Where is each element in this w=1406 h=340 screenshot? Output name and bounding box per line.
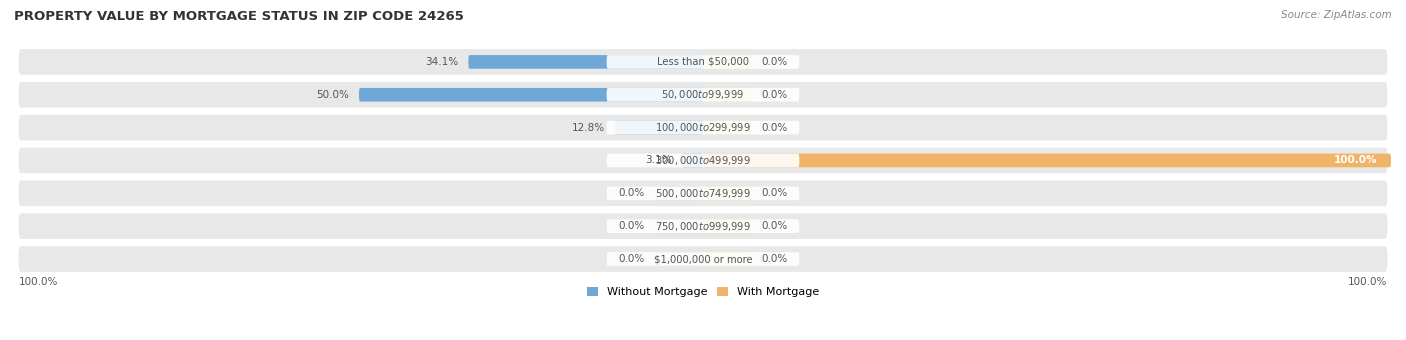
FancyBboxPatch shape bbox=[18, 246, 1388, 272]
FancyBboxPatch shape bbox=[18, 115, 1388, 140]
Text: 0.0%: 0.0% bbox=[762, 57, 787, 67]
Text: $1,000,000 or more: $1,000,000 or more bbox=[654, 254, 752, 264]
Text: 100.0%: 100.0% bbox=[1348, 277, 1388, 287]
Text: 3.1%: 3.1% bbox=[645, 155, 671, 166]
Text: 0.0%: 0.0% bbox=[619, 254, 644, 264]
Text: $500,000 to $749,999: $500,000 to $749,999 bbox=[655, 187, 751, 200]
FancyBboxPatch shape bbox=[606, 154, 800, 167]
FancyBboxPatch shape bbox=[606, 88, 800, 102]
Text: 100.0%: 100.0% bbox=[1334, 155, 1378, 166]
Text: 0.0%: 0.0% bbox=[619, 221, 644, 231]
FancyBboxPatch shape bbox=[18, 82, 1388, 107]
FancyBboxPatch shape bbox=[703, 187, 751, 200]
FancyBboxPatch shape bbox=[606, 187, 800, 200]
Text: 0.0%: 0.0% bbox=[762, 254, 787, 264]
FancyBboxPatch shape bbox=[468, 55, 703, 69]
Text: 0.0%: 0.0% bbox=[619, 188, 644, 198]
FancyBboxPatch shape bbox=[614, 121, 703, 134]
Text: $300,000 to $499,999: $300,000 to $499,999 bbox=[655, 154, 751, 167]
FancyBboxPatch shape bbox=[703, 88, 751, 102]
FancyBboxPatch shape bbox=[18, 181, 1388, 206]
FancyBboxPatch shape bbox=[703, 55, 751, 69]
Text: Less than $50,000: Less than $50,000 bbox=[657, 57, 749, 67]
FancyBboxPatch shape bbox=[18, 148, 1388, 173]
Text: 50.0%: 50.0% bbox=[316, 90, 349, 100]
FancyBboxPatch shape bbox=[606, 121, 800, 134]
FancyBboxPatch shape bbox=[655, 252, 703, 266]
FancyBboxPatch shape bbox=[606, 55, 800, 69]
Text: 0.0%: 0.0% bbox=[762, 221, 787, 231]
Text: 0.0%: 0.0% bbox=[762, 188, 787, 198]
FancyBboxPatch shape bbox=[655, 187, 703, 200]
FancyBboxPatch shape bbox=[703, 121, 751, 134]
Text: 0.0%: 0.0% bbox=[762, 123, 787, 133]
Text: 100.0%: 100.0% bbox=[18, 277, 58, 287]
FancyBboxPatch shape bbox=[703, 252, 751, 266]
FancyBboxPatch shape bbox=[18, 49, 1388, 75]
Legend: Without Mortgage, With Mortgage: Without Mortgage, With Mortgage bbox=[582, 282, 824, 302]
FancyBboxPatch shape bbox=[682, 154, 703, 167]
Text: Source: ZipAtlas.com: Source: ZipAtlas.com bbox=[1281, 10, 1392, 20]
FancyBboxPatch shape bbox=[655, 219, 703, 233]
FancyBboxPatch shape bbox=[606, 219, 800, 233]
Text: 34.1%: 34.1% bbox=[425, 57, 458, 67]
Text: PROPERTY VALUE BY MORTGAGE STATUS IN ZIP CODE 24265: PROPERTY VALUE BY MORTGAGE STATUS IN ZIP… bbox=[14, 10, 464, 23]
FancyBboxPatch shape bbox=[703, 219, 751, 233]
FancyBboxPatch shape bbox=[359, 88, 703, 102]
Text: 0.0%: 0.0% bbox=[762, 90, 787, 100]
Text: $50,000 to $99,999: $50,000 to $99,999 bbox=[661, 88, 745, 101]
Text: 12.8%: 12.8% bbox=[571, 123, 605, 133]
Text: $100,000 to $299,999: $100,000 to $299,999 bbox=[655, 121, 751, 134]
FancyBboxPatch shape bbox=[703, 154, 1391, 167]
FancyBboxPatch shape bbox=[606, 252, 800, 266]
FancyBboxPatch shape bbox=[18, 214, 1388, 239]
Text: $750,000 to $999,999: $750,000 to $999,999 bbox=[655, 220, 751, 233]
